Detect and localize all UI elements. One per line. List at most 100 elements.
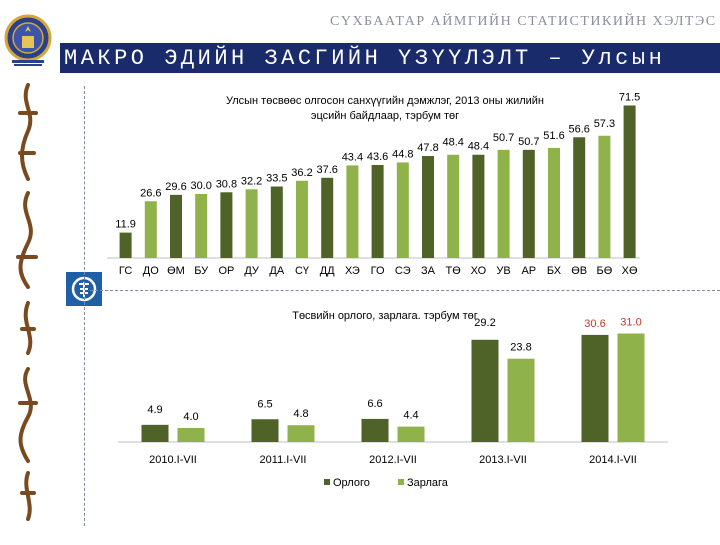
chart2-bar-expenditure	[177, 428, 205, 442]
chart1-category-label: ХЭ	[345, 265, 360, 277]
chart1-bar	[296, 180, 308, 258]
chart1-data-label: 32.2	[241, 175, 262, 187]
legend-swatch-revenue	[324, 479, 330, 485]
chart1-category-label: ХӨ	[622, 265, 638, 277]
chart1-category-label: ХО	[471, 265, 487, 277]
chart1-data-label: 36.2	[291, 167, 312, 179]
chart1-data-label: 50.7	[518, 136, 539, 148]
chart1-category-label: ДО	[143, 265, 159, 277]
chart2-bar-revenue	[251, 419, 279, 442]
chart1-bar	[220, 192, 233, 258]
chart1-bar	[422, 156, 434, 258]
title-bar	[60, 43, 720, 73]
chart2-bar-expenditure	[287, 425, 315, 442]
chart1-category-label: БУ	[194, 265, 209, 277]
organization-name: СҮХБААТАР АЙМГИЙН СТАТИСТИКИЙН ХЭЛТЭС	[330, 14, 717, 29]
chart1-data-label: 48.4	[442, 137, 463, 149]
chart2-bar-revenue	[141, 424, 169, 442]
chart2-category-label: 2013.I-VII	[479, 454, 527, 466]
chart2-category-label: 2014.I-VII	[589, 454, 637, 466]
chart1-category-label: БХ	[547, 265, 562, 277]
chart1-category-label: ДУ	[244, 265, 260, 277]
budget-support-chart: Улсын төсвөөс олгосон санхүүгийн дэмжлэг…	[107, 91, 640, 277]
chart1-data-label: 33.5	[266, 173, 287, 185]
chart1-data-label: 11.9	[115, 219, 136, 231]
chart1-category-label: ЗА	[421, 265, 436, 277]
chart1-bar	[573, 137, 586, 258]
chart1-bar	[598, 135, 611, 258]
chart1-data-label: 57.3	[594, 118, 615, 130]
chart1-category-label: ТӨ	[446, 265, 462, 277]
chart1-data-label: 26.6	[140, 187, 161, 199]
chart1-title-line2: эцсийн байдлаар, тэрбум төг	[311, 110, 459, 122]
chart1-data-label: 30.0	[190, 180, 211, 192]
chart1-bar	[522, 149, 535, 258]
chart2-category-label: 2012.I-VII	[369, 454, 417, 466]
chart1-category-label: ОР	[218, 265, 234, 277]
chart1-bar	[270, 186, 283, 258]
chart1-bar	[371, 164, 384, 258]
divider-horizontal	[90, 290, 720, 291]
chart2-data-label: 4.8	[293, 408, 308, 420]
chart1-bar	[472, 154, 485, 258]
chart1-bar	[396, 162, 409, 258]
chart2-bar-expenditure	[617, 333, 645, 442]
chart1-data-label: 48.4	[468, 141, 489, 153]
chart1-bar	[346, 165, 359, 258]
mongolia-statistics-logo-icon	[4, 14, 52, 66]
chart2-data-label: 4.4	[403, 410, 418, 422]
chart2-data-label: 29.2	[474, 317, 495, 329]
chart1-bar	[321, 177, 334, 258]
chart1-data-label: 50.7	[493, 132, 514, 144]
chart1-category-label: АР	[521, 265, 536, 277]
chart1-category-label: ӨВ	[571, 265, 587, 277]
chart1-data-label: 44.8	[392, 148, 413, 160]
mongolian-script-strip	[0, 73, 56, 540]
chart1-bar	[548, 147, 560, 258]
chart1-data-label: 51.6	[543, 130, 564, 142]
chart2-bar-expenditure	[507, 358, 535, 442]
chart1-category-label: ӨМ	[167, 265, 185, 277]
chart1-category-label: ДА	[269, 265, 284, 277]
chart2-data-label: 4.9	[147, 404, 162, 416]
chart2-data-label: 6.6	[367, 398, 382, 410]
chart1-data-label: 71.5	[619, 91, 640, 103]
chart1-data-label: 47.8	[417, 142, 438, 154]
chart1-data-label: 43.6	[367, 151, 388, 163]
chart1-bar	[195, 194, 208, 258]
page-title: МАКРО ЭДИЙН ЗАСГИЙН ҮЗҮҮЛЭЛТ – Улсын	[64, 46, 666, 71]
chart2-bar-revenue	[471, 339, 499, 442]
chart1-category-label: БӨ	[597, 265, 613, 277]
chart2-data-label: 23.8	[510, 342, 531, 354]
chart1-bar	[144, 201, 157, 258]
chart2-title: Төсвийн орлого, зарлага. тэрбум төг	[292, 310, 478, 322]
chart2-category-label: 2011.I-VII	[260, 454, 307, 466]
legend-swatch-expenditure	[398, 479, 404, 485]
chart1-category-label: ГС	[119, 265, 132, 277]
divider-vertical	[84, 86, 85, 526]
chart1-data-label: 56.6	[568, 123, 589, 135]
chart1-data-label: 37.6	[316, 164, 337, 176]
chart2-data-label: 30.6	[584, 318, 605, 330]
chart2-data-label: 4.0	[183, 411, 198, 423]
chart1-category-label: УВ	[496, 265, 510, 277]
chart1-category-label: ДД	[320, 265, 335, 277]
chart2-data-label: 31.0	[620, 317, 641, 329]
mongolian-script-decoration-icon	[16, 83, 38, 521]
chart1-data-label: 29.6	[165, 181, 186, 193]
chart1-bar	[497, 149, 510, 258]
chart2-data-label: 6.5	[257, 398, 272, 410]
chart1-title-line1: Улсын төсвөөс олгосон санхүүгийн дэмжлэг…	[226, 95, 544, 107]
chart1-data-label: 30.8	[216, 178, 237, 190]
chart1-category-label: СҮ	[295, 265, 310, 277]
chart1-bar	[119, 232, 132, 258]
chart2-category-label: 2010.I-VII	[149, 454, 197, 466]
chart1-bar	[623, 105, 636, 258]
legend-label-expenditure: Зарлага	[407, 477, 449, 489]
chart2-bar-revenue	[581, 334, 609, 442]
chart1-bar	[170, 194, 182, 258]
chart1-category-label: СЭ	[395, 265, 411, 277]
chart1-category-label: ГО	[371, 265, 385, 277]
chart1-bar	[447, 154, 460, 258]
